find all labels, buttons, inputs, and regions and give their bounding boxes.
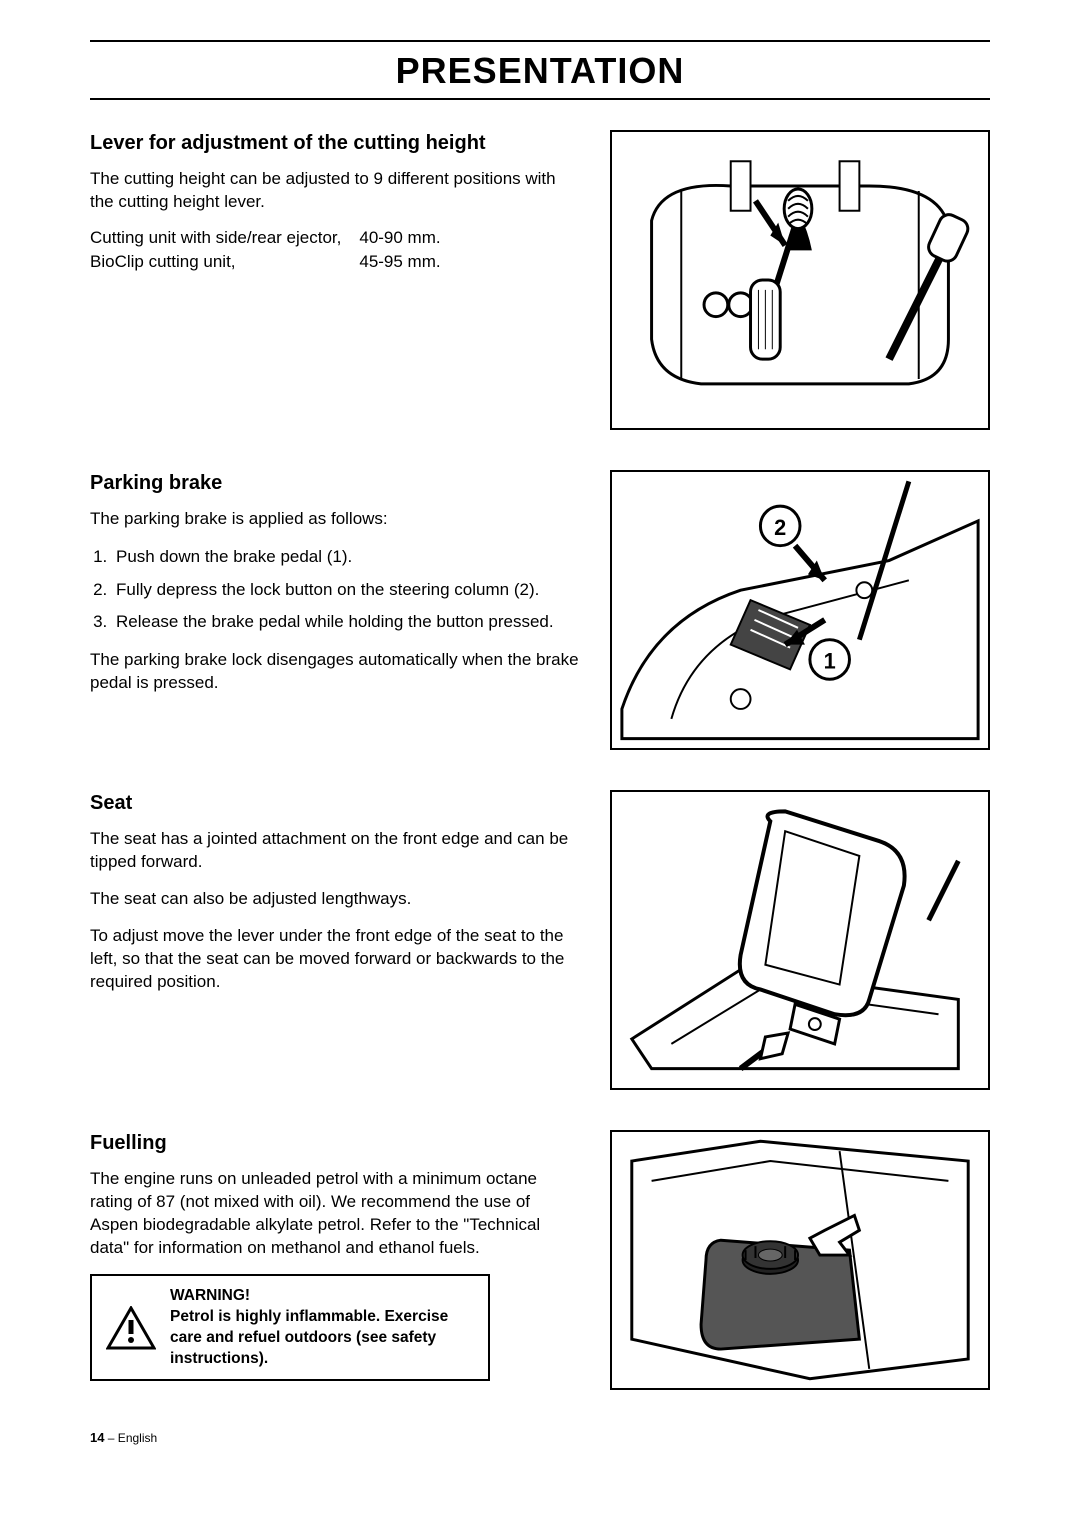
spec-row2-label: BioClip cutting unit, [90,252,359,276]
spec-row1-label: Cutting unit with side/rear ejector, [90,228,359,252]
parking-step-2: Fully depress the lock button on the ste… [112,578,580,603]
footer-page-number: 14 [90,1430,104,1445]
figure-parking-brake: 2 1 [610,470,990,750]
para-cutting-height-1: The cutting height can be adjusted to 9 … [90,168,580,214]
content: Lever for adjustment of the cutting heig… [90,130,990,1390]
parking-outro: The parking brake lock disengages automa… [90,649,580,695]
warning-icon [106,1306,156,1350]
callout-2: 2 [774,515,786,540]
footer-language: – English [104,1431,157,1445]
warning-text: WARNING! Petrol is highly inflammable. E… [170,1286,474,1370]
parking-steps: Push down the brake pedal (1). Fully dep… [90,545,580,635]
spec-row2-value: 45-95 mm. [359,252,458,276]
seat-para-1: The seat has a jointed attachment on the… [90,828,580,874]
figure-fuelling [610,1130,990,1390]
figure-seat [610,790,990,1090]
section-seat: Seat The seat has a jointed attachment o… [90,790,990,1090]
heading-fuelling: Fuelling [90,1130,580,1156]
fuelling-para-1: The engine runs on unleaded petrol with … [90,1168,580,1260]
parking-step-1: Push down the brake pedal (1). [112,545,580,570]
heading-seat: Seat [90,790,580,816]
spec-row1-value: 40-90 mm. [359,228,458,252]
seat-para-2: The seat can also be adjusted lengthways… [90,888,580,911]
warning-body: Petrol is highly inflammable. Exercise c… [170,1308,448,1367]
seat-para-3: To adjust move the lever under the front… [90,925,580,994]
heading-cutting-height: Lever for adjustment of the cutting heig… [90,130,580,156]
page-footer: 14 – English [90,1430,990,1445]
section-cutting-height: Lever for adjustment of the cutting heig… [90,130,990,430]
page-title: PRESENTATION [90,40,990,100]
warning-title: WARNING! [170,1287,250,1304]
section-parking-brake: Parking brake The parking brake is appli… [90,470,990,750]
callout-1: 1 [824,648,836,673]
warning-box: WARNING! Petrol is highly inflammable. E… [90,1274,490,1382]
specs-table: Cutting unit with side/rear ejector, 40-… [90,228,459,276]
figure-cutting-height [610,130,990,430]
parking-intro: The parking brake is applied as follows: [90,508,580,531]
section-fuelling: Fuelling The engine runs on unleaded pet… [90,1130,990,1390]
heading-parking-brake: Parking brake [90,470,580,496]
parking-step-3: Release the brake pedal while holding th… [112,610,580,635]
